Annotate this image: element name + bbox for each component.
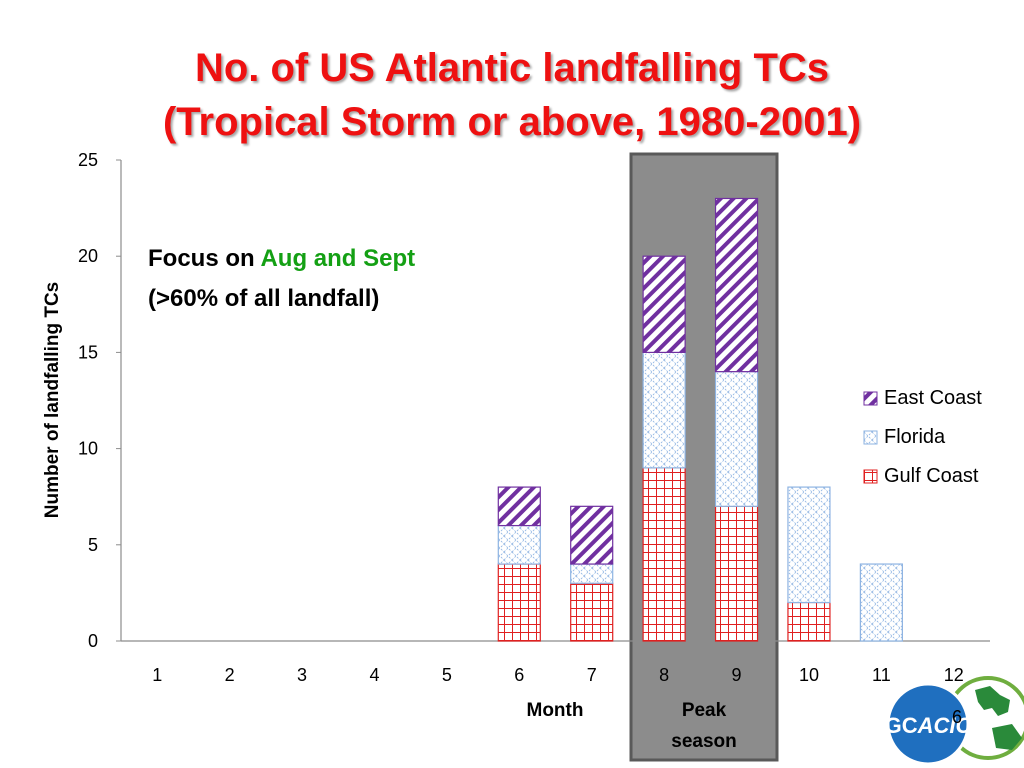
bar-segment-florida bbox=[859, 563, 903, 642]
bar-segment-gulf-coast bbox=[570, 582, 614, 642]
legend-label: East Coast bbox=[884, 387, 982, 409]
peak-label-line-2: season bbox=[671, 731, 736, 752]
bar-segment-gulf-coast bbox=[787, 601, 831, 642]
x-tick-label: 2 bbox=[225, 665, 235, 685]
legend-swatch bbox=[863, 391, 878, 406]
y-tick-label: 15 bbox=[78, 342, 98, 362]
x-tick-label: 9 bbox=[732, 665, 742, 685]
bars bbox=[497, 197, 903, 642]
x-tick-label: 11 bbox=[872, 665, 891, 685]
y-tick-label: 10 bbox=[78, 439, 98, 459]
y-tick-label: 25 bbox=[78, 150, 98, 170]
x-tick-label: 7 bbox=[587, 665, 597, 685]
y-axis-ticks: 0 5 10 15 20 25 bbox=[78, 150, 121, 651]
bar-segment-florida bbox=[714, 371, 759, 507]
logo-text-gc: GC bbox=[885, 713, 918, 738]
bar-segment-east-coast bbox=[642, 255, 686, 354]
x-tick-label: 4 bbox=[369, 665, 379, 685]
x-axis-ticks: 1 2 3 4 5 6 7 8 9 10 11 12 bbox=[152, 665, 964, 685]
bar-segment-florida bbox=[570, 563, 614, 584]
x-tick-label: 5 bbox=[442, 665, 452, 685]
legend-label: Florida bbox=[884, 426, 946, 448]
slide-title-line-2: (Tropical Storm or above, 1980-2001) bbox=[162, 100, 862, 144]
x-axis-title: Month bbox=[527, 700, 584, 721]
legend-swatch bbox=[863, 430, 878, 445]
logo-text-acic: ACIC bbox=[917, 713, 973, 738]
bar-segment-florida bbox=[787, 486, 831, 604]
bar-segment-gulf-coast bbox=[714, 505, 759, 642]
gcacic-logo: GCACIC bbox=[885, 676, 1024, 766]
bar-segment-east-coast bbox=[497, 486, 541, 527]
legend-swatch bbox=[863, 469, 878, 484]
bar-segment-east-coast bbox=[714, 197, 759, 373]
x-tick-label: 1 bbox=[152, 665, 162, 685]
x-tick-label: 3 bbox=[297, 665, 307, 685]
peak-label-line-1: Peak bbox=[682, 700, 727, 721]
bar-segment-florida bbox=[497, 524, 541, 565]
page-number: 6 bbox=[952, 707, 962, 727]
x-tick-label: 6 bbox=[514, 665, 524, 685]
focus-annotation-prefix: Focus on bbox=[148, 245, 260, 272]
bar-segment-east-coast bbox=[570, 505, 614, 565]
y-tick-label: 0 bbox=[88, 631, 98, 651]
chart-legend: East Coast Florida Gulf Coast bbox=[863, 387, 982, 487]
svg-text:GCACIC: GCACIC bbox=[885, 713, 973, 738]
map-icon bbox=[975, 686, 1022, 750]
x-tick-label: 12 bbox=[944, 665, 964, 685]
x-tick-label: 8 bbox=[659, 665, 669, 685]
y-tick-label: 5 bbox=[88, 535, 98, 555]
bar-segment-gulf-coast bbox=[642, 467, 686, 642]
bar-segment-florida bbox=[642, 351, 686, 469]
focus-annotation-highlight: Aug and Sept bbox=[260, 245, 415, 272]
bar-segment-gulf-coast bbox=[497, 563, 541, 642]
focus-annotation-line-1: Focus on Aug and Sept bbox=[148, 245, 415, 272]
y-axis-title: Number of landfalling TCs bbox=[42, 282, 63, 518]
x-tick-label: 10 bbox=[799, 665, 819, 685]
y-tick-label: 20 bbox=[78, 246, 98, 266]
legend-label: Gulf Coast bbox=[884, 465, 979, 487]
focus-annotation-line-2: (>60% of all landfall) bbox=[148, 285, 379, 312]
slide-title-line-1: No. of US Atlantic landfalling TCs bbox=[194, 46, 830, 90]
